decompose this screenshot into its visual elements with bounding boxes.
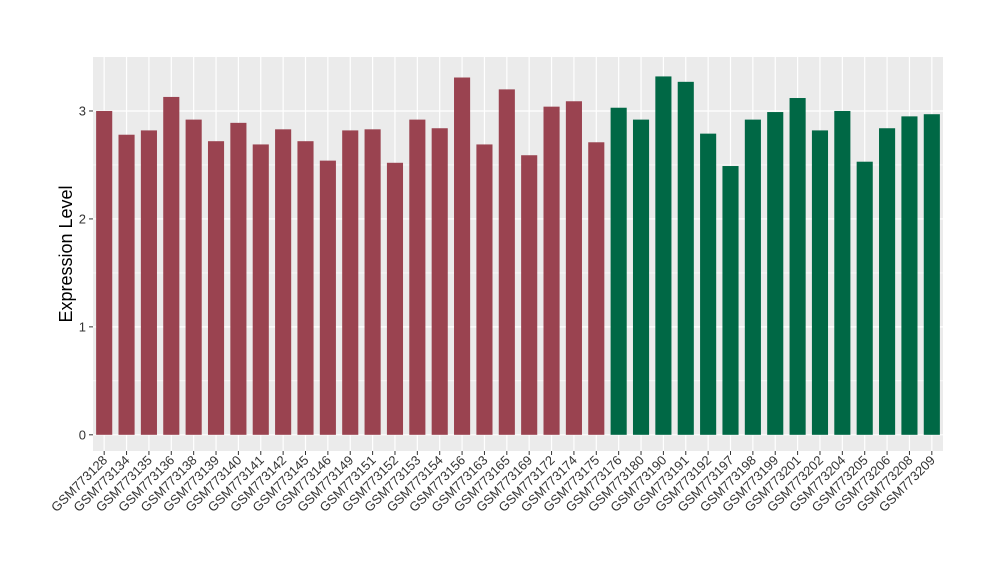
bar-GSM773197 <box>722 166 739 435</box>
y-tick-label: 1 <box>79 319 86 334</box>
bar-GSM773180 <box>632 119 650 435</box>
bar-GSM773152 <box>386 162 404 435</box>
bar-GSM773206 <box>879 128 896 435</box>
bar-GSM773204 <box>834 110 851 435</box>
bar-GSM773169 <box>521 155 538 435</box>
bar-GSM773208 <box>901 116 918 435</box>
bar-GSM773198 <box>744 119 761 435</box>
bar-GSM773163 <box>476 144 493 435</box>
bar-GSM773141 <box>252 144 269 435</box>
bar-GSM773199 <box>767 112 784 435</box>
bar-GSM773165 <box>498 89 515 435</box>
y-tick-label: 3 <box>79 103 86 118</box>
bar-GSM773174 <box>565 101 582 435</box>
bar-GSM773209 <box>923 114 940 435</box>
bar-GSM773140 <box>230 122 247 435</box>
y-tick-label: 0 <box>79 427 86 442</box>
bar-GSM773139 <box>207 141 225 435</box>
bar-GSM773149 <box>342 130 359 435</box>
y-axis: 0 1 2 3 <box>79 103 93 442</box>
bar-GSM773134 <box>118 134 135 435</box>
bars <box>96 76 940 435</box>
bar-GSM773176 <box>610 107 627 435</box>
bar-GSM773201 <box>789 98 806 435</box>
bar-GSM773172 <box>543 106 560 435</box>
bar-GSM773151 <box>364 129 381 435</box>
bar-GSM773145 <box>297 141 314 435</box>
bar-GSM773142 <box>275 129 292 435</box>
bar-GSM773156 <box>454 77 471 435</box>
bar-GSM773192 <box>700 133 717 435</box>
bar-GSM773135 <box>140 130 157 435</box>
bar-GSM773190 <box>655 76 672 435</box>
y-tick-label: 2 <box>79 211 86 226</box>
x-axis: GSM773128GSM773134GSM773135GSM773136GSM7… <box>48 451 938 515</box>
y-axis-title: Expression Level <box>56 185 76 322</box>
bar-GSM773205 <box>856 161 873 435</box>
bar-GSM773202 <box>811 130 829 435</box>
bar-GSM773191 <box>677 81 694 435</box>
bar-GSM773175 <box>588 142 605 435</box>
bar-GSM773154 <box>431 128 448 435</box>
bar-GSM773153 <box>409 119 426 435</box>
bar-GSM773138 <box>185 119 202 435</box>
bar-GSM773146 <box>319 160 336 435</box>
bar-GSM773128 <box>96 110 113 435</box>
bar-GSM773136 <box>163 96 180 435</box>
